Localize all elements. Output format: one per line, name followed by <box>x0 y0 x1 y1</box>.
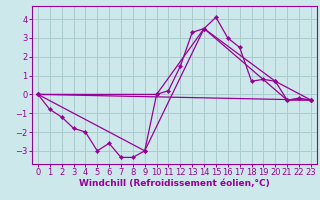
X-axis label: Windchill (Refroidissement éolien,°C): Windchill (Refroidissement éolien,°C) <box>79 179 270 188</box>
